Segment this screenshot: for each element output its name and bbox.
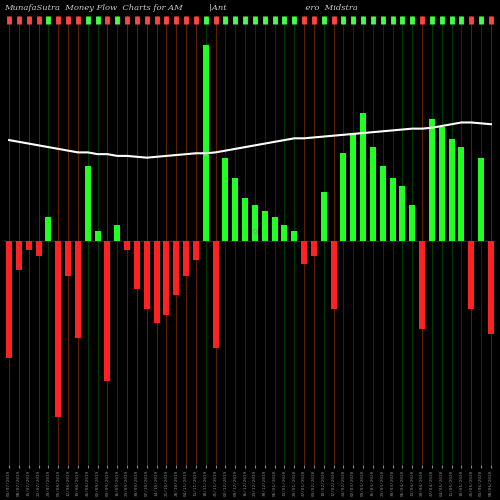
Bar — [16, 240, 22, 270]
Bar — [75, 240, 81, 338]
Bar — [36, 240, 42, 256]
Bar — [144, 240, 150, 309]
Bar — [380, 166, 386, 240]
Bar — [292, 231, 297, 240]
Bar — [193, 240, 199, 260]
Bar — [174, 240, 179, 296]
Bar — [330, 240, 336, 309]
Bar — [272, 217, 278, 240]
Bar — [252, 206, 258, 240]
Bar — [222, 158, 228, 240]
Bar — [321, 192, 326, 240]
Bar — [94, 231, 100, 240]
Bar — [360, 114, 366, 240]
Bar — [370, 146, 376, 240]
Bar — [390, 178, 396, 240]
Bar — [242, 198, 248, 240]
Bar — [212, 240, 218, 348]
Bar — [410, 206, 415, 240]
Text: 0: 0 — [252, 228, 257, 234]
Bar — [488, 240, 494, 334]
Bar — [85, 166, 90, 240]
Bar — [311, 240, 317, 256]
Text: MunafaSutra  Money Flow  Charts for AM          |Ant                            : MunafaSutra Money Flow Charts for AM |An… — [4, 4, 358, 12]
Bar — [419, 240, 425, 328]
Bar — [26, 240, 32, 250]
Bar — [104, 240, 110, 382]
Bar — [114, 225, 120, 240]
Bar — [301, 240, 307, 264]
Bar — [203, 45, 208, 240]
Bar — [262, 211, 268, 240]
Bar — [183, 240, 189, 276]
Bar — [468, 240, 474, 309]
Bar — [65, 240, 71, 276]
Bar — [448, 139, 454, 240]
Bar — [154, 240, 160, 322]
Bar — [164, 240, 170, 315]
Bar — [350, 133, 356, 240]
Bar — [439, 127, 444, 240]
Bar — [134, 240, 140, 290]
Bar — [56, 240, 61, 416]
Bar — [478, 158, 484, 240]
Bar — [232, 178, 238, 240]
Bar — [458, 146, 464, 240]
Bar — [400, 186, 406, 240]
Bar — [124, 240, 130, 250]
Bar — [340, 152, 346, 240]
Bar — [429, 120, 435, 240]
Bar — [6, 240, 12, 358]
Bar — [46, 217, 52, 240]
Bar — [282, 225, 288, 240]
